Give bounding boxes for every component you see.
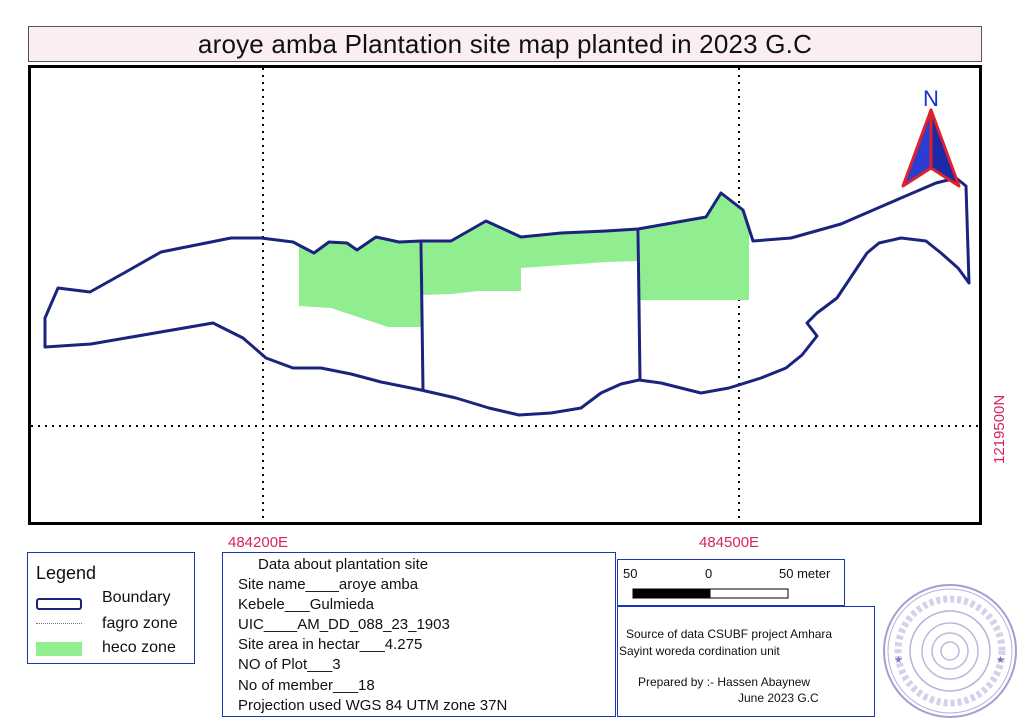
site-info-site-name: Site name____aroye amba <box>238 576 419 593</box>
fagro-swatch <box>36 623 82 625</box>
scale-label-right: 50 meter <box>779 566 831 581</box>
easting-label-left: 484200E <box>228 534 289 551</box>
legend-item-heco: heco zone <box>36 639 176 656</box>
legend-item-fagro: fagro zone <box>36 615 178 632</box>
scale-label-middle: 0 <box>705 566 713 581</box>
heco-zone-plot-1 <box>299 237 421 327</box>
north-arrow: N <box>901 86 961 188</box>
svg-text:★: ★ <box>894 655 903 666</box>
site-info-uic: UIC____AM_DD_088_23_1903 <box>238 616 450 633</box>
northing-label: 1219500N <box>991 394 1008 464</box>
scale-label-left: 50 <box>623 566 638 581</box>
north-arrow-right-half <box>929 108 961 188</box>
prepared-by: Prepared by :- Hassen Abaynew <box>638 675 811 689</box>
site-info-members: No of member___18 <box>238 677 375 694</box>
source-line-2: Sayint woreda cordination unit <box>619 644 780 658</box>
site-info-plots: NO of Plot___3 <box>238 656 341 673</box>
prepared-date: June 2023 G.C <box>738 691 819 705</box>
scale-bar <box>632 588 789 599</box>
boundary-swatch <box>36 598 82 610</box>
scale-bar-segment-light <box>709 588 789 599</box>
source-box: Source of data CSUBF project Amhara Sayi… <box>617 606 875 717</box>
heco-zone-plot-2 <box>423 221 638 295</box>
heco-zone-plot-3 <box>640 193 749 300</box>
svg-text:★: ★ <box>996 655 1005 666</box>
site-info-projection: Projection used WGS 84 UTM zone 37N <box>238 697 508 714</box>
source-line-1: Source of data CSUBF project Amhara <box>626 627 833 641</box>
legend-label-fagro: fagro zone <box>102 615 178 632</box>
north-arrow-left-half <box>901 108 933 188</box>
map-frame: N <box>28 65 982 525</box>
legend: Legend Boundary fagro zone heco zone <box>27 552 195 664</box>
scale-bar-box: 50 0 50 meter <box>617 559 845 606</box>
plot-divider-1 <box>419 240 425 391</box>
plot-divider-2 <box>636 228 642 381</box>
site-info-box: Data about plantation site Site name____… <box>222 552 616 717</box>
north-arrow-label: N <box>923 86 939 111</box>
scale-bar-segment-dark <box>632 588 711 599</box>
legend-title: Legend <box>36 563 97 583</box>
official-stamp: ★ ★ <box>883 584 1017 718</box>
site-info-kebele: Kebele___Gulmieda <box>238 596 374 613</box>
map-title: aroye amba Plantation site map planted i… <box>197 28 813 59</box>
site-boundary <box>43 176 971 417</box>
map-canvas: N <box>31 68 979 522</box>
legend-label-boundary: Boundary <box>102 589 171 606</box>
map-title-bar: aroye amba Plantation site map planted i… <box>28 26 982 62</box>
easting-label-right: 484500E <box>699 534 760 551</box>
legend-label-heco: heco zone <box>102 639 176 656</box>
site-info-area: Site area in hectar___4.275 <box>238 636 423 653</box>
heco-swatch <box>36 642 82 656</box>
legend-item-boundary: Boundary <box>36 589 171 610</box>
site-info-heading: Data about plantation site <box>258 556 429 573</box>
